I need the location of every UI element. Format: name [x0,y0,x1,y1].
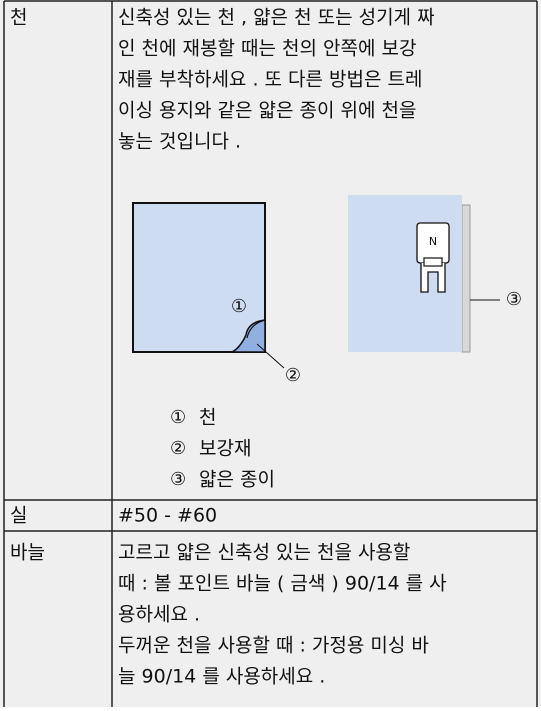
cell-text: 재를 부착하세요 . 또 다른 방법은 트레 [118,69,422,91]
cell-text: 용하세요 . [118,604,200,626]
callout: ③ [506,289,522,310]
cell-text: 이싱 용지와 같은 얇은 종이 위에 천을 [118,100,416,122]
cell-text: 신축성 있는 천 , 얇은 천 또는 성기게 짜 [118,7,435,29]
cell-text: #50 - #60 [118,505,217,527]
fabric-figure [132,202,285,369]
row-label: 실 [10,505,27,527]
cell-text: 놓는 것입니다 . [118,131,241,153]
cell-text: 고르고 얇은 신축성 있는 천을 사용할 [118,542,410,564]
callout: ① [231,296,247,317]
legend-text: 보강재 [199,438,251,460]
cell-text: 때 : 볼 포인트 바늘 ( 금색 ) 90/14 를 사 [118,573,447,595]
cell-text: 두꺼운 천을 사용할 때 : 가정용 미싱 바 [118,635,429,657]
callout: ② [285,365,301,386]
table-grid [3,0,538,707]
row-label: 천 [10,7,27,29]
paper-figure [348,195,500,353]
legend-text: 천 [199,407,216,429]
cell-text: 늘 90/14 를 사용하세요 . [118,666,325,688]
legend-marker: ② [170,438,186,459]
legend-marker: ① [170,407,186,428]
foot-mark: N [429,235,437,248]
row-label: 바늘 [10,542,45,564]
cell-text: 인 천에 재봉할 때는 천의 안쪽에 보강 [118,38,416,60]
legend-marker: ③ [170,469,186,490]
legend-text: 얇은 종이 [199,469,275,491]
